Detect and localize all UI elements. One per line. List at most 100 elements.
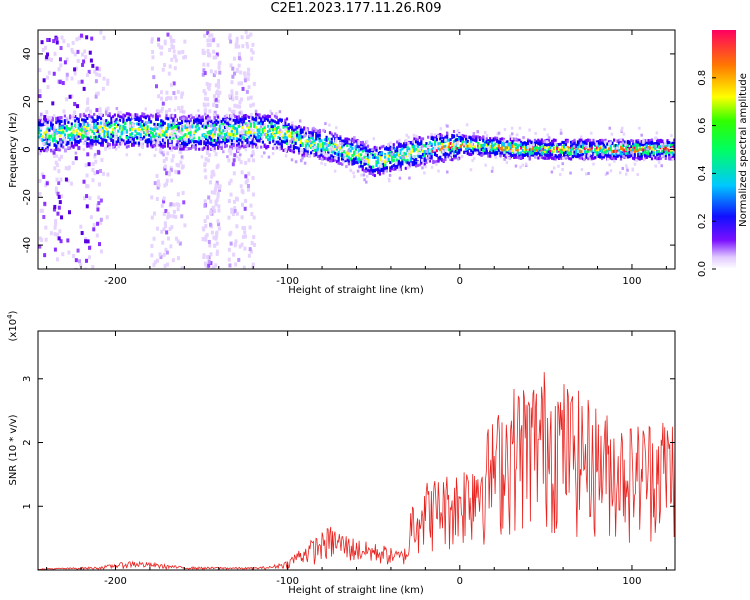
spectrogram-noise-cell — [52, 153, 56, 158]
spectrogram-noise-cell — [248, 247, 252, 252]
spectrogram-cell — [327, 158, 330, 162]
spectrogram-halo-cell — [301, 148, 304, 152]
spectrogram-cell — [182, 134, 185, 138]
spectrogram-cell — [585, 153, 588, 157]
spectrogram-cell — [339, 162, 342, 166]
spectrogram-cell — [520, 140, 523, 144]
spectrogram-halo-cell — [171, 114, 175, 118]
spectrogram-cell — [155, 115, 158, 119]
spectrogram-cell — [287, 134, 290, 138]
spectrogram-noise-cell — [45, 181, 49, 186]
spectrogram-cell — [654, 146, 657, 150]
spectrogram-cell — [626, 154, 629, 158]
spectrogram-cell — [416, 144, 419, 148]
spectrogram-cell — [618, 153, 621, 157]
spectrogram-cell — [296, 133, 299, 137]
spectrogram-cell — [366, 144, 370, 148]
spectrogram-noise-cell — [250, 48, 254, 53]
spectrogram-noise-cell — [238, 52, 242, 57]
spectrogram-cell — [535, 146, 538, 150]
spectrogram-cell — [435, 159, 438, 163]
spectrogram-cell — [115, 121, 118, 125]
spectrogram-noise-cell — [210, 33, 214, 38]
spectrogram-noise-cell — [72, 116, 76, 121]
spectrogram-noise-cell — [76, 49, 80, 54]
spectrogram-cell — [582, 140, 585, 144]
snr-multiplier-label: (x104) — [6, 310, 19, 341]
spectrogram-noise-cell — [211, 141, 215, 146]
spectrogram-halo-cell — [236, 155, 239, 159]
spectrogram-cell — [508, 146, 511, 150]
spectrogram-halo-cell — [306, 147, 309, 151]
spectrogram-halo-cell — [89, 118, 93, 122]
spectrogram-halo-cell — [226, 118, 229, 122]
spectrogram-cell — [363, 162, 366, 166]
spectrogram-halo-cell — [433, 133, 437, 137]
spectrogram-noise-cell — [184, 54, 188, 59]
spectrogram-noise-cell — [250, 133, 254, 138]
spectrogram-noise-cell — [75, 37, 79, 42]
spectrogram-cell — [39, 123, 42, 127]
spectrogram-cell — [86, 137, 89, 141]
spectrogram-noise-cell — [214, 152, 218, 157]
spectrogram-cell — [284, 139, 287, 143]
spectrogram-noise-cell — [95, 66, 99, 71]
spectrogram-noise-cell — [81, 131, 85, 136]
spectrogram-noise-cell — [229, 63, 233, 68]
spectrogram-halo-cell — [46, 123, 49, 127]
spectrogram-cell — [347, 159, 351, 163]
spectrogram-cell — [540, 142, 543, 146]
spectrogram-cell — [94, 139, 98, 143]
spectrogram-cell — [342, 155, 345, 159]
spectrogram-cell — [217, 115, 220, 119]
spectrogram-noise-cell — [165, 171, 169, 176]
spectrogram-cell — [563, 141, 566, 145]
spectrogram-cell — [638, 152, 642, 156]
spectrogram-cell — [413, 144, 416, 148]
spectrogram-cell — [576, 153, 580, 157]
spectrogram-cell — [464, 134, 468, 138]
spectrogram-cell — [341, 139, 344, 143]
spectrogram-cell — [229, 135, 232, 139]
spectrogram-halo-cell — [226, 155, 229, 159]
spectrogram-cell — [549, 152, 552, 156]
spectrogram-cell — [394, 165, 397, 169]
spectrogram-cell — [194, 140, 197, 144]
spectrogram-cell — [82, 114, 85, 118]
spectrogram-noise-cell — [249, 249, 253, 254]
spectrogram-cell — [79, 113, 82, 117]
spectrogram-cell — [495, 147, 499, 151]
spectrogram-cell — [626, 151, 629, 155]
spectrogram-noise-cell — [228, 232, 232, 237]
spectrogram-cell — [575, 150, 578, 154]
spectrogram-cell — [199, 119, 203, 123]
spectrogram-halo-cell — [47, 115, 50, 119]
spectrogram-cell — [148, 140, 151, 144]
spectrogram-cell — [143, 126, 146, 130]
spectrogram-cell — [592, 156, 595, 160]
spectrogram-cell — [382, 144, 385, 148]
spectrogram-cell — [614, 149, 617, 153]
spectrogram-halo-cell — [337, 144, 341, 148]
spectrogram-cell — [310, 146, 313, 150]
spectrogram-cell — [346, 151, 349, 155]
spectrogram-cell — [79, 128, 82, 132]
spectrogram-cell — [356, 157, 359, 161]
spectrogram-cell — [204, 134, 208, 138]
spectrogram-noise-cell — [179, 160, 183, 165]
spectrogram-halo-cell — [328, 148, 332, 152]
spectrogram-cell — [540, 155, 543, 159]
spectrogram-cell — [308, 137, 311, 141]
spectrogram-cell — [230, 146, 234, 150]
spectrogram-halo-cell — [417, 160, 420, 164]
spectrogram-halo-cell — [472, 132, 476, 136]
spectrogram-cell — [540, 138, 543, 142]
spectrogram-noise-cell — [106, 106, 110, 111]
spectrogram-noise-cell — [244, 174, 248, 179]
spectrogram-noise-cell — [205, 233, 209, 238]
spectrogram-cell — [421, 137, 425, 141]
spectrogram-cell — [638, 145, 642, 149]
spectrogram-cell — [129, 113, 132, 117]
spectrogram-cell — [285, 126, 289, 130]
spectrogram-noise-cell — [228, 94, 232, 99]
